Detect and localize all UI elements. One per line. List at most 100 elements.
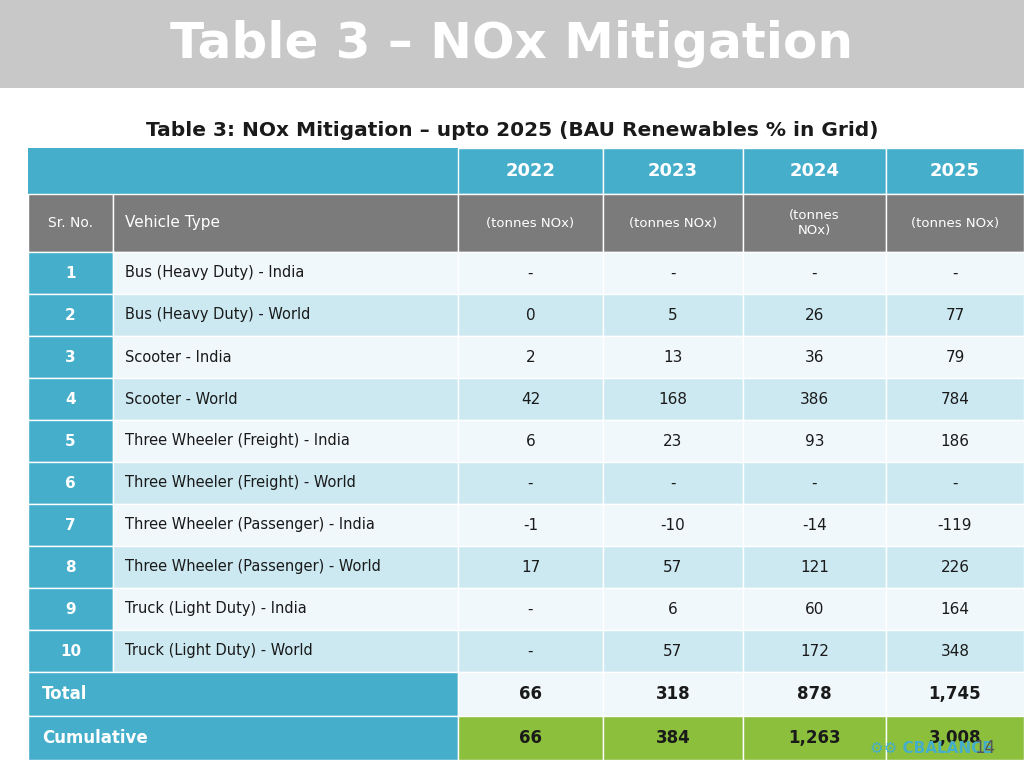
Bar: [458, 148, 603, 194]
Bar: [113, 546, 458, 588]
Text: Truck (Light Duty) - India: Truck (Light Duty) - India: [125, 601, 307, 617]
Text: 168: 168: [658, 392, 687, 406]
Text: 2022: 2022: [506, 162, 555, 180]
Bar: [28, 462, 113, 504]
Text: 226: 226: [940, 560, 970, 574]
Text: 1,263: 1,263: [788, 729, 841, 747]
Bar: [886, 420, 1024, 462]
Text: 36: 36: [805, 349, 824, 365]
Text: 3,008: 3,008: [929, 729, 981, 747]
Bar: [28, 630, 113, 672]
Text: Sr. No.: Sr. No.: [48, 216, 93, 230]
Bar: [113, 336, 458, 378]
Bar: [603, 504, 743, 546]
Text: Three Wheeler (Freight) - World: Three Wheeler (Freight) - World: [125, 475, 356, 491]
Bar: [886, 148, 1024, 194]
Bar: [113, 504, 458, 546]
Bar: [458, 630, 603, 672]
Text: 42: 42: [521, 392, 540, 406]
Text: 26: 26: [805, 307, 824, 323]
Text: -: -: [527, 475, 534, 491]
Bar: [28, 588, 113, 630]
Text: 6: 6: [525, 433, 536, 449]
Bar: [458, 420, 603, 462]
Bar: [113, 252, 458, 294]
Text: 1,745: 1,745: [929, 685, 981, 703]
Text: Total: Total: [42, 685, 87, 703]
Bar: [603, 148, 743, 194]
Text: 172: 172: [800, 644, 829, 658]
Text: 386: 386: [800, 392, 829, 406]
Bar: [743, 336, 886, 378]
Text: -1: -1: [523, 518, 538, 532]
Text: 13: 13: [664, 349, 683, 365]
Bar: [743, 378, 886, 420]
Bar: [28, 546, 113, 588]
Text: -: -: [812, 266, 817, 280]
Text: 348: 348: [940, 644, 970, 658]
Bar: [113, 378, 458, 420]
Bar: [743, 420, 886, 462]
Bar: [743, 504, 886, 546]
Text: -10: -10: [660, 518, 685, 532]
Text: 66: 66: [519, 729, 542, 747]
Text: Three Wheeler (Passenger) - India: Three Wheeler (Passenger) - India: [125, 518, 375, 532]
Bar: [743, 462, 886, 504]
Bar: [603, 294, 743, 336]
Text: (tonnes NOx): (tonnes NOx): [629, 217, 717, 230]
Text: 6: 6: [66, 475, 76, 491]
Bar: [886, 378, 1024, 420]
Bar: [28, 252, 113, 294]
Bar: [886, 630, 1024, 672]
Text: Table 3: NOx Mitigation – upto 2025 (BAU Renewables % in Grid): Table 3: NOx Mitigation – upto 2025 (BAU…: [145, 121, 879, 140]
Bar: [113, 630, 458, 672]
Text: 17: 17: [521, 560, 540, 574]
Text: -: -: [952, 475, 957, 491]
Text: Vehicle Type: Vehicle Type: [125, 216, 220, 230]
Bar: [743, 546, 886, 588]
Bar: [886, 462, 1024, 504]
Text: 5: 5: [66, 433, 76, 449]
Text: 10: 10: [60, 644, 81, 658]
Bar: [28, 504, 113, 546]
Text: 2023: 2023: [648, 162, 698, 180]
Text: (tonnes
NOx): (tonnes NOx): [790, 209, 840, 237]
Bar: [603, 716, 743, 760]
Bar: [28, 294, 113, 336]
Text: 318: 318: [655, 685, 690, 703]
Text: -14: -14: [802, 518, 826, 532]
Text: 2024: 2024: [790, 162, 840, 180]
Text: 2: 2: [66, 307, 76, 323]
Text: 23: 23: [664, 433, 683, 449]
Text: 4: 4: [66, 392, 76, 406]
Bar: [458, 588, 603, 630]
Text: 79: 79: [945, 349, 965, 365]
Text: 784: 784: [941, 392, 970, 406]
Text: 77: 77: [945, 307, 965, 323]
Bar: [28, 420, 113, 462]
Bar: [113, 588, 458, 630]
Text: 14: 14: [975, 739, 995, 757]
Bar: [743, 672, 886, 716]
Bar: [886, 252, 1024, 294]
Bar: [743, 630, 886, 672]
Bar: [603, 378, 743, 420]
Text: 2025: 2025: [930, 162, 980, 180]
Text: 0: 0: [525, 307, 536, 323]
Text: Scooter - India: Scooter - India: [125, 349, 231, 365]
Text: Cumulative: Cumulative: [42, 729, 147, 747]
Bar: [886, 588, 1024, 630]
Bar: [603, 420, 743, 462]
Text: Scooter - World: Scooter - World: [125, 392, 238, 406]
Bar: [458, 546, 603, 588]
Text: 1: 1: [66, 266, 76, 280]
Text: -: -: [812, 475, 817, 491]
Bar: [886, 716, 1024, 760]
Bar: [603, 462, 743, 504]
Text: -: -: [527, 601, 534, 617]
Text: 57: 57: [664, 560, 683, 574]
Text: 57: 57: [664, 644, 683, 658]
Bar: [113, 294, 458, 336]
Text: -119: -119: [938, 518, 972, 532]
Text: 66: 66: [519, 685, 542, 703]
